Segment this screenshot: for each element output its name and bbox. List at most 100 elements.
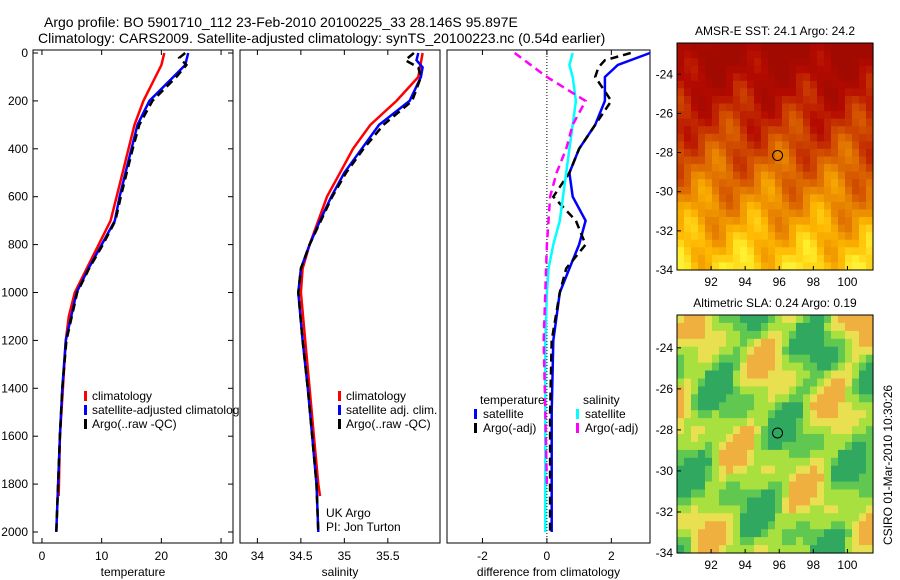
sst-cell [754,209,762,218]
sst-cell [733,186,741,195]
sst-cell [831,96,839,105]
sla-cell [859,465,867,475]
sst-cell [740,96,748,105]
sst-cell [782,50,790,59]
sst-ytick-label: -26 [656,106,674,120]
sla-cell [705,402,713,411]
sla-cell [698,426,706,435]
sla-cell [852,378,860,387]
temp-ytick-label: 1800 [1,477,28,491]
temp-ytick-label: 1200 [1,333,28,347]
sst-cell [831,111,839,120]
sla-cell [768,354,776,364]
sla-cell [789,529,797,538]
sst-cell [719,103,727,112]
sst-cell [712,43,720,52]
sst-cell [775,179,783,188]
sst-cell [866,164,874,173]
sst-cell [698,224,706,233]
sst-cell [719,118,727,127]
sst-cell [859,96,867,105]
sla-cell [754,354,762,364]
sla-cell [691,449,699,459]
sla-cell [684,465,692,475]
sla-cell [747,481,755,491]
sla-cell [712,378,720,387]
sst-cell [768,217,776,226]
sst-cell [677,50,685,59]
sst-cell [859,58,867,67]
sla-cell [824,449,832,459]
sla-cell [719,362,727,372]
sst-cell [768,88,776,97]
sst-cell [684,141,692,150]
sla-cell [761,434,769,443]
sla-cell [789,330,797,340]
sst-cell [831,254,839,264]
sla-cell [782,489,790,498]
sla-cell [852,362,860,372]
sst-cell [754,118,762,127]
sla-cell [698,473,706,483]
sst-cell [796,126,804,135]
sst-cell [761,239,769,248]
sla-cell [698,441,706,451]
sst-cell [859,133,867,142]
sst-cell [859,194,867,203]
sst-cell [803,65,811,74]
sla-cell [803,457,811,467]
sst-cell [866,88,874,97]
sst-cell [810,73,818,82]
sst-cell [775,164,783,173]
sst-cell [705,201,713,211]
sst-cell [733,43,741,52]
sla-cell [677,362,685,372]
sst-cell [838,186,846,195]
sst-cell [796,194,804,203]
sla-cell [691,362,699,372]
sla-title: Altimetric SLA: 0.24 Argo: 0.19 [693,296,857,310]
sst-cell [705,239,713,248]
sst-cell [684,133,692,142]
sst-cell [824,224,832,233]
sst-cell [719,209,727,218]
sst-cell [747,239,755,248]
sla-cell [838,370,846,379]
sla-cell [852,330,860,340]
sst-cell [740,133,748,142]
sst-cell [733,217,741,226]
sla-cell [810,386,818,395]
sla-cell [824,489,832,498]
sla-cell [705,489,713,498]
sla-cell [775,441,783,451]
sla-cell [705,481,713,491]
sla-cell [796,354,804,364]
sst-cell [831,224,839,233]
sla-cell [824,529,832,538]
sst-cell [740,186,748,195]
sla-cell [761,402,769,411]
sla-cell [845,338,853,348]
sla-cell [705,370,713,379]
sst-cell [747,262,755,271]
sst-cell [726,171,734,180]
sst-cell [796,209,804,218]
sst-cell [698,141,706,150]
sla-cell [684,489,692,498]
sla-cell [796,338,804,348]
sla-cell [726,449,734,459]
sla-cell [761,410,769,419]
sst-cell [782,239,790,248]
sst-cell [677,201,685,211]
sst-cell [740,254,748,264]
sst-cell [845,217,853,226]
sst-cell [684,148,692,158]
sla-cell [698,346,706,356]
sla-cell [775,322,783,332]
sla-cell [754,489,762,498]
annotation: PI: Jon Turton [326,520,401,534]
sst-cell [740,111,748,120]
sst-cell [691,111,699,120]
sla-cell [761,338,769,348]
